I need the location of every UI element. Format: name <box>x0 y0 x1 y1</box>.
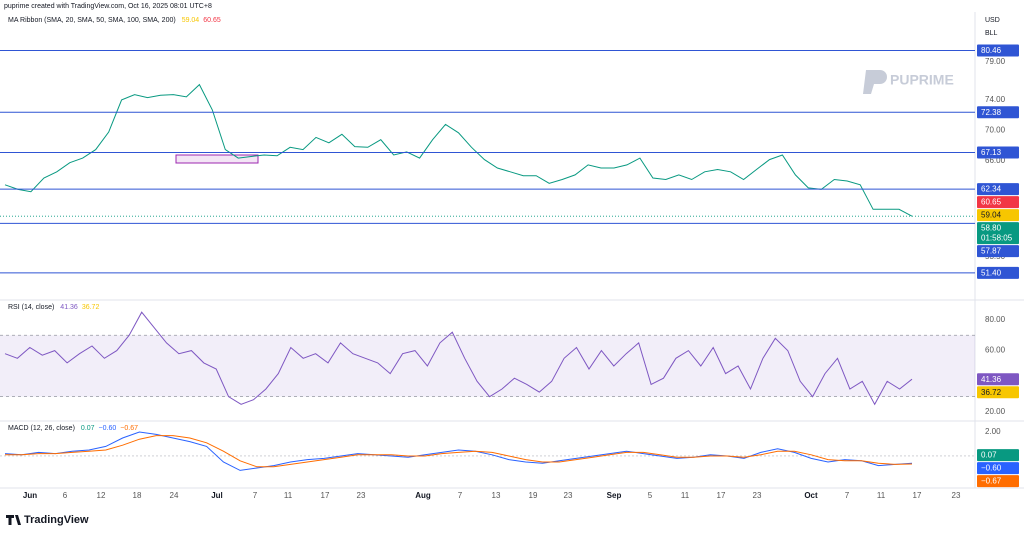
drawing-rectangle <box>175 154 259 164</box>
x-tick-label: 7 <box>458 491 463 500</box>
x-tick-label: Oct <box>804 491 818 500</box>
x-tick-label: Jul <box>211 491 223 500</box>
legend-value: 60.65 <box>203 17 221 24</box>
x-tick-label: 23 <box>357 491 366 500</box>
x-tick-label: 11 <box>877 491 886 500</box>
price-badge <box>977 462 1019 475</box>
price-badge-label: 67.13 <box>981 148 1002 157</box>
y-tick-label: 80.00 <box>985 315 1006 324</box>
x-tick-label: 23 <box>564 491 573 500</box>
y-tick-label: 20.00 <box>985 407 1006 416</box>
price-badge <box>977 386 1019 399</box>
credit: puprime created with TradingView.com, Oc… <box>4 3 212 10</box>
y-tick-label: 66.00 <box>985 156 1006 165</box>
indicator-title: MA Ribbon (SMA, 20, SMA, 50, SMA, 100, S… <box>8 17 176 24</box>
price-badge-label: 41.36 <box>981 375 1002 384</box>
legend-value: 36.72 <box>82 304 100 311</box>
rsi-band <box>0 335 975 397</box>
y-tick-label: 60.00 <box>985 346 1006 355</box>
price-badge <box>977 245 1019 258</box>
price-badge <box>977 475 1019 488</box>
logo: PUPRIME <box>863 70 954 94</box>
x-tick-label: 23 <box>952 491 961 500</box>
price-badge-label: 51.40 <box>981 268 1002 277</box>
x-tick-label: 11 <box>284 491 293 500</box>
price-badge <box>977 209 1019 222</box>
series-line <box>4 311 913 406</box>
y-tick-label: 74.00 <box>985 95 1006 104</box>
price-badge-label: 59.04 <box>981 211 1002 220</box>
price-badge <box>977 222 1019 245</box>
x-tick-label: 23 <box>753 491 762 500</box>
price-badge <box>977 146 1019 159</box>
y-tick-label: 2.00 <box>985 427 1001 436</box>
x-tick-label: 24 <box>170 491 179 500</box>
price-badge-label: 57.87 <box>981 247 1002 256</box>
series-line <box>5 435 913 468</box>
price-badge <box>977 196 1019 209</box>
countdown: 01:58:05 <box>981 234 1013 243</box>
unit: BLL <box>985 30 998 37</box>
price-badge <box>977 44 1019 57</box>
x-tick-label: Sep <box>607 491 622 500</box>
x-tick-label: 5 <box>648 491 653 500</box>
x-tick-label: Jun <box>23 491 37 500</box>
price-badge-label: 58.80 <box>981 224 1002 233</box>
price-badge <box>977 373 1019 386</box>
price-badge-label: 36.72 <box>981 388 1002 397</box>
series-line <box>4 83 913 217</box>
x-tick-label: 7 <box>253 491 258 500</box>
price-badge <box>977 183 1019 196</box>
legend-value: −0.67 <box>120 425 138 432</box>
x-tick-label: 18 <box>133 491 142 500</box>
x-tick-label: 11 <box>681 491 690 500</box>
y-tick-label: 79.00 <box>985 57 1006 66</box>
x-tick-label: 19 <box>529 491 538 500</box>
price-badge-label: 80.46 <box>981 46 1002 55</box>
indicator-title: MACD (12, 26, close) <box>8 425 75 432</box>
indicator-title: RSI (14, close) <box>8 304 54 311</box>
price-badge-label: 72.38 <box>981 108 1002 117</box>
footer: TradingView <box>6 514 89 526</box>
footer-brand: TradingView <box>24 514 89 526</box>
price-badge <box>977 106 1019 119</box>
price-badge-label: 60.65 <box>981 198 1002 207</box>
x-tick-label: Aug <box>415 491 431 500</box>
price-badge <box>977 266 1019 279</box>
price-badge-label: −0.67 <box>981 477 1002 486</box>
x-tick-label: 12 <box>97 491 106 500</box>
x-tick-label: 6 <box>63 491 68 500</box>
x-tick-label: 17 <box>717 491 726 500</box>
y-tick-label: 70.00 <box>985 126 1006 135</box>
price-badge-label: −0.60 <box>981 464 1002 473</box>
footer-icon <box>6 515 21 525</box>
logo-text: PUPRIME <box>890 72 954 88</box>
price-badge-label: 0.07 <box>981 451 997 460</box>
legend-value: −0.60 <box>99 425 117 432</box>
legend-value: 41.36 <box>60 304 78 311</box>
x-tick-label: 17 <box>321 491 330 500</box>
series-line <box>4 431 913 471</box>
logo-icon <box>863 70 887 94</box>
x-tick-label: 13 <box>492 491 501 500</box>
x-tick-label: 17 <box>913 491 922 500</box>
legend-value: 0.07 <box>81 425 95 432</box>
price-badge <box>977 449 1019 462</box>
legend-value: 59.04 <box>182 17 200 24</box>
x-tick-label: 7 <box>845 491 850 500</box>
currency: USD <box>985 17 1000 24</box>
price-badge-label: 62.34 <box>981 185 1002 194</box>
